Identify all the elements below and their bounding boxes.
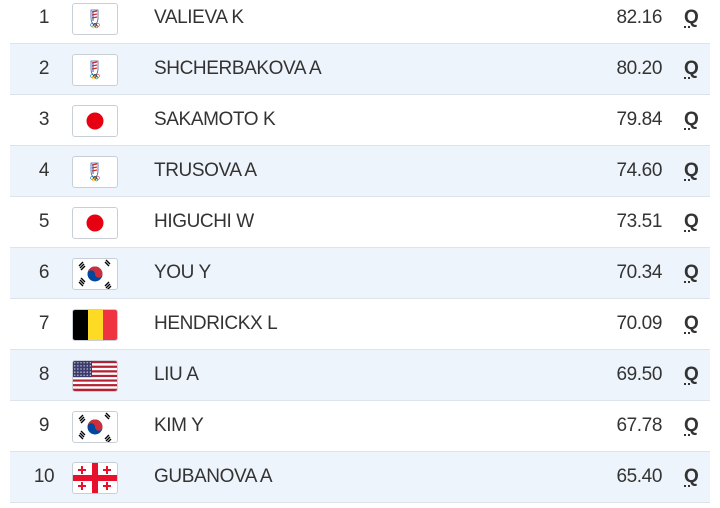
athlete-name: HENDRICKX L bbox=[154, 313, 278, 334]
flag bbox=[73, 463, 117, 493]
flag bbox=[78, 259, 112, 289]
flag-icon bbox=[72, 105, 118, 137]
score: 67.78 bbox=[616, 415, 662, 436]
table-row: 2 SHCHERBAKOVA A 80.20 Q bbox=[10, 44, 710, 95]
table-row: 5 HIGUCHI W 73.51 Q bbox=[10, 197, 710, 248]
score: 73.51 bbox=[616, 211, 662, 232]
score: 69.50 bbox=[616, 364, 662, 385]
rank: 6 bbox=[38, 262, 50, 283]
qualified-mark: Q bbox=[684, 7, 699, 28]
rank: 3 bbox=[38, 109, 50, 130]
table-row: 6 YOU Y 70.34 Q bbox=[10, 248, 710, 299]
athlete-name: TRUSOVA A bbox=[154, 160, 257, 181]
score: 70.34 bbox=[616, 262, 662, 283]
rank: 2 bbox=[38, 58, 50, 79]
score: 79.84 bbox=[616, 109, 662, 130]
athlete-name: YOU Y bbox=[154, 262, 211, 283]
results-table: 1 VALIEVA K 82.16 Q 2 SHCHERBAKOVA A 80.20 Q 3 SA… bbox=[10, 0, 710, 503]
score: 65.40 bbox=[616, 466, 662, 487]
flag-icon bbox=[72, 411, 118, 443]
rank: 4 bbox=[38, 160, 50, 181]
table-row: 3 SAKAMOTO K 79.84 Q bbox=[10, 95, 710, 146]
athlete-name: HIGUCHI W bbox=[154, 211, 254, 232]
flag-icon bbox=[72, 54, 118, 86]
athlete-name: SHCHERBAKOVA A bbox=[154, 58, 322, 79]
athlete-name: SAKAMOTO K bbox=[154, 109, 276, 130]
flag-icon bbox=[72, 3, 118, 35]
table-row: 10 GUBANOVA A 65.40 Q bbox=[10, 452, 710, 503]
athlete-name: GUBANOVA A bbox=[154, 466, 273, 487]
qualified-mark: Q bbox=[684, 364, 699, 385]
score: 80.20 bbox=[616, 58, 662, 79]
table-row: 1 VALIEVA K 82.16 Q bbox=[10, 0, 710, 44]
rank: 1 bbox=[38, 7, 50, 28]
qualified-mark: Q bbox=[684, 58, 699, 79]
flag bbox=[90, 9, 100, 29]
rank: 8 bbox=[38, 364, 50, 385]
athlete-name: VALIEVA K bbox=[154, 7, 244, 28]
rank: 7 bbox=[38, 313, 50, 334]
qualified-mark: Q bbox=[684, 160, 699, 181]
flag bbox=[78, 412, 112, 442]
rank: 5 bbox=[38, 211, 50, 232]
table-row: 8 LIU A 69.50 Q bbox=[10, 350, 710, 401]
table-row: 4 TRUSOVA A 74.60 Q bbox=[10, 146, 710, 197]
flag-icon bbox=[72, 462, 118, 494]
rank: 10 bbox=[33, 466, 55, 487]
flag bbox=[86, 112, 104, 130]
score: 74.60 bbox=[616, 160, 662, 181]
flag bbox=[90, 60, 100, 80]
athlete-name: LIU A bbox=[154, 364, 199, 385]
athlete-name: KIM Y bbox=[154, 415, 204, 436]
score: 82.16 bbox=[616, 7, 662, 28]
qualified-mark: Q bbox=[684, 262, 699, 283]
flag-icon bbox=[72, 309, 118, 341]
rank: 9 bbox=[38, 415, 50, 436]
table-row: 7 HENDRICKX L 70.09 Q bbox=[10, 299, 710, 350]
flag bbox=[73, 310, 117, 340]
table-row: 9 KIM Y 67.78 Q bbox=[10, 401, 710, 452]
qualified-mark: Q bbox=[684, 313, 699, 334]
qualified-mark: Q bbox=[684, 109, 699, 130]
qualified-mark: Q bbox=[684, 415, 699, 436]
qualified-mark: Q bbox=[684, 211, 699, 232]
flag-icon bbox=[72, 207, 118, 239]
flag bbox=[73, 361, 117, 391]
flag-icon bbox=[72, 156, 118, 188]
score: 70.09 bbox=[616, 313, 662, 334]
flag bbox=[86, 214, 104, 232]
qualified-mark: Q bbox=[684, 466, 699, 487]
flag-icon bbox=[72, 360, 118, 392]
flag-icon bbox=[72, 258, 118, 290]
flag bbox=[90, 162, 100, 182]
